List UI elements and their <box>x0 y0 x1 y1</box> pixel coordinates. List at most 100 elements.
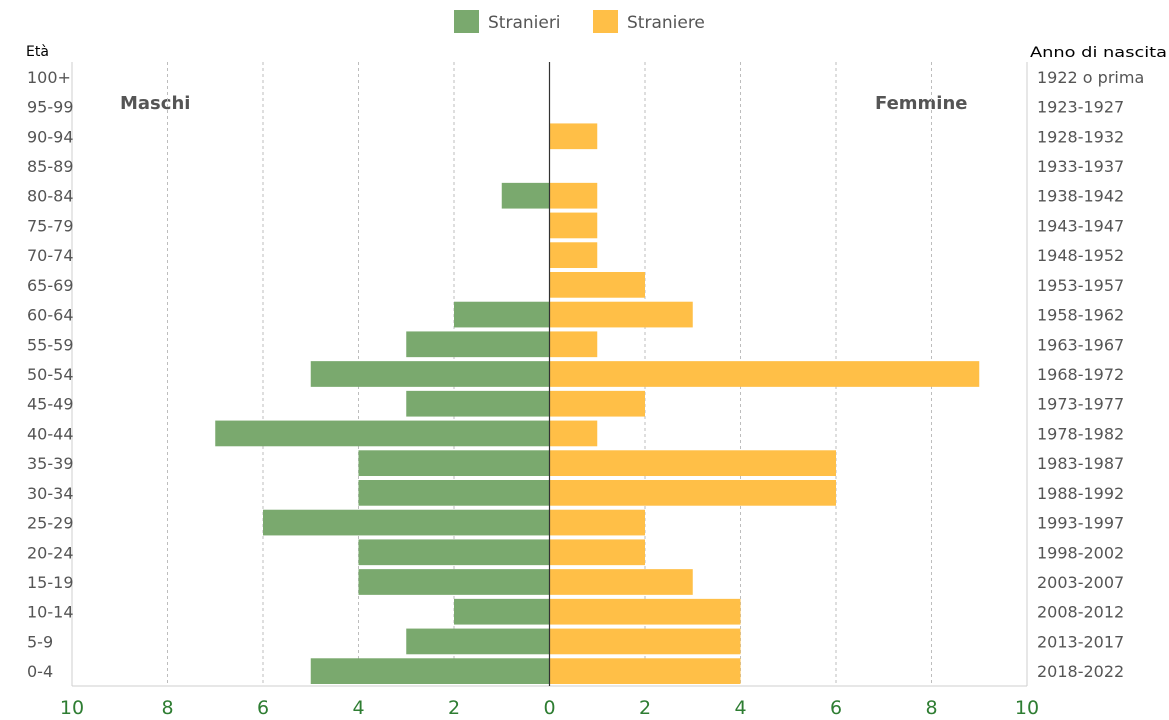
birth-year-label: 1922 o prima <box>1037 68 1144 87</box>
bar-straniere <box>549 598 741 625</box>
x-tick-label: 8 <box>161 697 173 719</box>
birth-year-label: 2008-2012 <box>1037 603 1124 622</box>
age-group-label: 20-24 <box>27 543 74 562</box>
bar-stranieri <box>454 598 550 625</box>
age-group-label: 65-69 <box>27 276 74 295</box>
legend: Stranieri Straniere <box>454 10 705 33</box>
birth-year-labels: 1922 o prima 1923-1927 1928-1932 1933-1937 1… <box>1037 68 1144 681</box>
bar-stranieri <box>358 539 550 566</box>
age-header: Età <box>26 44 49 60</box>
age-group-label: 55-59 <box>27 335 74 354</box>
bar-straniere <box>549 242 598 268</box>
birth-year-label: 1988-1992 <box>1037 484 1124 503</box>
legend-swatch-straniere <box>593 10 618 33</box>
x-tick-label: 10 <box>1015 697 1039 719</box>
age-group-label: 100+ <box>27 68 71 87</box>
bar-straniere <box>549 420 598 447</box>
age-group-label: 85-89 <box>27 157 74 176</box>
x-tick-label: 2 <box>448 697 460 719</box>
bar-straniere <box>549 450 836 476</box>
age-group-label: 10-14 <box>27 603 74 622</box>
bar-straniere <box>549 569 693 595</box>
bar-straniere <box>549 182 598 209</box>
bar-stranieri <box>406 390 550 417</box>
bar-straniere <box>549 272 645 298</box>
bar-stranieri <box>501 182 550 209</box>
x-tick-label: 8 <box>925 697 937 719</box>
age-group-label: 95-99 <box>27 98 74 117</box>
female-side-label: Femmine <box>875 93 967 114</box>
x-axis-ticks: 10 8 6 4 2 0 2 4 6 8 10 <box>60 697 1039 719</box>
bar-stranieri <box>263 509 550 536</box>
bar-stranieri <box>358 480 550 506</box>
bars <box>215 123 980 684</box>
x-tick-label: 4 <box>734 697 746 719</box>
age-group-label: 45-49 <box>27 395 74 414</box>
bar-stranieri <box>454 301 550 328</box>
birth-year-label: 1983-1987 <box>1037 454 1124 473</box>
bar-straniere <box>549 509 645 536</box>
bar-stranieri <box>310 658 550 684</box>
axes <box>71 62 1028 687</box>
bar-straniere <box>549 331 598 358</box>
x-tick-label: 6 <box>257 697 269 719</box>
age-group-label: 5-9 <box>27 632 53 651</box>
birth-year-label: 1998-2002 <box>1037 543 1124 562</box>
male-side-label: Maschi <box>120 93 190 114</box>
age-group-label: 60-64 <box>27 306 74 325</box>
age-group-label: 90-94 <box>27 127 74 146</box>
birth-year-label: 1968-1972 <box>1037 365 1124 384</box>
bar-straniere <box>549 539 645 566</box>
bar-straniere <box>549 361 980 387</box>
legend-swatch-stranieri <box>454 10 479 33</box>
birth-year-label: 1928-1932 <box>1037 127 1124 146</box>
bar-straniere <box>549 123 598 150</box>
bar-straniere <box>549 480 836 506</box>
age-group-label: 70-74 <box>27 246 74 265</box>
age-group-label: 35-39 <box>27 454 74 473</box>
birth-year-header: Anno di nascita <box>1030 45 1167 61</box>
bar-straniere <box>549 301 693 328</box>
bar-stranieri <box>310 361 550 387</box>
birth-year-label: 2018-2022 <box>1037 662 1124 681</box>
age-group-label: 80-84 <box>27 187 74 206</box>
legend-label-stranieri: Stranieri <box>488 13 561 33</box>
birth-year-label: 1953-1957 <box>1037 276 1124 295</box>
legend-label-straniere: Straniere <box>627 13 705 33</box>
birth-year-label: 1963-1967 <box>1037 335 1124 354</box>
age-group-label: 50-54 <box>27 365 74 384</box>
birth-year-label: 1993-1997 <box>1037 514 1124 533</box>
x-tick-label: 4 <box>352 697 364 719</box>
x-tick-label: 2 <box>639 697 651 719</box>
age-group-label: 0-4 <box>27 662 53 681</box>
age-group-label: 40-44 <box>27 424 74 443</box>
bar-straniere <box>549 628 741 655</box>
age-labels: 100+ 95-99 90-94 85-89 80-84 75-79 70-74 65-69 6… <box>27 68 74 681</box>
birth-year-label: 1978-1982 <box>1037 424 1124 443</box>
age-group-label: 30-34 <box>27 484 74 503</box>
bar-straniere <box>549 390 645 417</box>
x-tick-label: 10 <box>60 697 84 719</box>
birth-year-label: 1958-1962 <box>1037 306 1124 325</box>
bar-straniere <box>549 658 741 684</box>
birth-year-label: 1948-1952 <box>1037 246 1124 265</box>
birth-year-label: 1943-1947 <box>1037 216 1124 235</box>
age-group-label: 15-19 <box>27 573 74 592</box>
birth-year-label: 1938-1942 <box>1037 187 1124 206</box>
bar-stranieri <box>406 628 550 655</box>
bar-stranieri <box>358 569 550 595</box>
bar-stranieri <box>215 420 550 447</box>
bar-stranieri <box>406 331 550 358</box>
birth-year-label: 1933-1937 <box>1037 157 1124 176</box>
x-tick-label: 6 <box>830 697 842 719</box>
age-group-label: 25-29 <box>27 514 74 533</box>
birth-year-label: 2013-2017 <box>1037 632 1124 651</box>
age-group-label: 75-79 <box>27 216 74 235</box>
bar-stranieri <box>358 450 550 476</box>
bar-straniere <box>549 212 598 239</box>
birth-year-label: 1923-1927 <box>1037 98 1124 117</box>
x-tick-label: 0 <box>543 697 555 719</box>
birth-year-label: 2003-2007 <box>1037 573 1124 592</box>
birth-year-label: 1973-1977 <box>1037 395 1124 414</box>
